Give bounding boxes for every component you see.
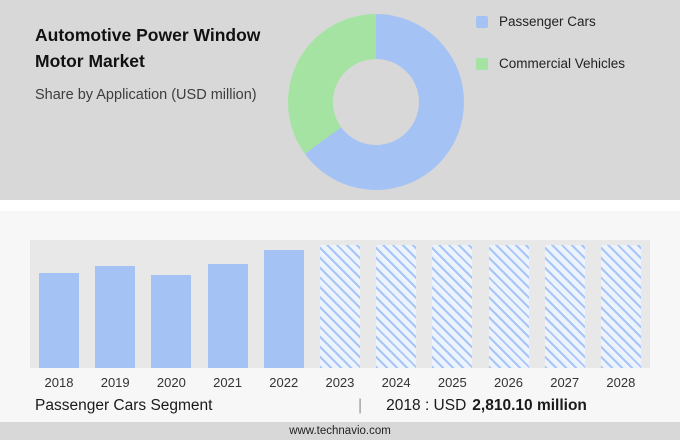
- legend-label: Commercial Vehicles: [499, 56, 626, 71]
- page-title-line2: Motor Market: [35, 51, 145, 71]
- page-title-line1: Automotive Power Window: [35, 25, 261, 45]
- chart-legend: Passenger Cars Commercial Vehicles: [476, 14, 625, 98]
- caption-separator: |: [358, 397, 363, 414]
- bar-column: 2026: [488, 240, 529, 400]
- forecast-bar: [376, 245, 417, 368]
- legend-swatch-green-icon: [476, 57, 488, 70]
- header-text-block: Automotive Power Window Motor Market Sha…: [35, 22, 285, 103]
- bar-column: 2023: [319, 240, 360, 400]
- footer-strip: www.technavio.com: [0, 422, 680, 440]
- website-link[interactable]: www.technavio.com: [289, 425, 391, 437]
- bar-zone: [488, 240, 529, 368]
- bar-zone: [95, 240, 136, 368]
- forecast-bar: [432, 245, 473, 368]
- bar-column: 2020: [151, 240, 192, 400]
- bar-zone: [39, 240, 79, 368]
- value-bar: [95, 266, 136, 368]
- bar-zone: [151, 240, 192, 368]
- caption-value-group: | 2018 : USD 2,810.10 million: [358, 397, 587, 415]
- donut-chart: [288, 14, 464, 190]
- page-title: Automotive Power Window Motor Market: [35, 22, 285, 74]
- bar-zone: [319, 240, 360, 368]
- segment-label: Passenger Cars Segment: [35, 397, 213, 414]
- bar-column: 2021: [207, 240, 248, 400]
- bar-zone: [544, 240, 585, 368]
- year-axis-label: 2022: [269, 375, 299, 390]
- year-axis-label: 2019: [100, 375, 130, 390]
- forecast-bar: [488, 245, 529, 368]
- bar-zone: [376, 240, 417, 368]
- bar-column: 2019: [95, 240, 136, 400]
- year-axis-label: 2020: [156, 375, 186, 390]
- legend-label: Passenger Cars: [499, 14, 596, 29]
- bar-column: 2027: [544, 240, 585, 400]
- forecast-bar: [319, 245, 360, 368]
- section-divider: [0, 200, 680, 211]
- year-axis-label: 2028: [606, 375, 636, 390]
- bar-column: 2025: [432, 240, 473, 400]
- year-axis-label: 2026: [494, 375, 523, 390]
- value-bar: [263, 250, 304, 368]
- bar-zone: [207, 240, 248, 368]
- chart-subtitle: Share by Application (USD million): [35, 87, 257, 103]
- bar-zone: [263, 240, 304, 368]
- bar-column: 2028: [600, 240, 641, 400]
- year-axis-label: 2025: [437, 375, 467, 390]
- year-axis-label: 2021: [213, 375, 243, 390]
- bar-column: 2018: [39, 240, 79, 400]
- forecast-bar: [600, 245, 641, 368]
- bar-chart-section: 2018 2019 2020 2021 2022 2023 2024 2025 2026 2027…: [0, 211, 680, 422]
- year-axis-label: 2023: [325, 375, 355, 390]
- donut-hole: [333, 59, 419, 145]
- forecast-bar: [544, 245, 585, 368]
- year-axis-label: 2018: [44, 375, 74, 390]
- bar-zone: [432, 240, 473, 368]
- caption-value: 2,810.10 million: [472, 397, 587, 414]
- bar-zone: [600, 240, 641, 368]
- header-section: Automotive Power Window Motor Market Sha…: [0, 0, 680, 200]
- bar-column: 2024: [376, 240, 417, 400]
- caption-row: Passenger Cars Segment | 2018 : USD 2,81…: [0, 394, 680, 418]
- caption-year-prefix: 2018 : USD: [386, 397, 467, 414]
- value-bar: [39, 273, 79, 368]
- bar-column: 2022: [263, 240, 304, 400]
- year-axis-label: 2027: [550, 375, 580, 390]
- year-axis-label: 2024: [381, 375, 411, 390]
- legend-swatch-blue-icon: [476, 15, 488, 28]
- bar-chart: 2018 2019 2020 2021 2022 2023 2024 2025 2026 2027…: [30, 240, 650, 400]
- legend-item-commercial-vehicles: Commercial Vehicles: [476, 56, 625, 71]
- value-bar: [207, 264, 248, 368]
- value-bar: [151, 275, 192, 368]
- legend-item-passenger-cars: Passenger Cars: [476, 14, 625, 29]
